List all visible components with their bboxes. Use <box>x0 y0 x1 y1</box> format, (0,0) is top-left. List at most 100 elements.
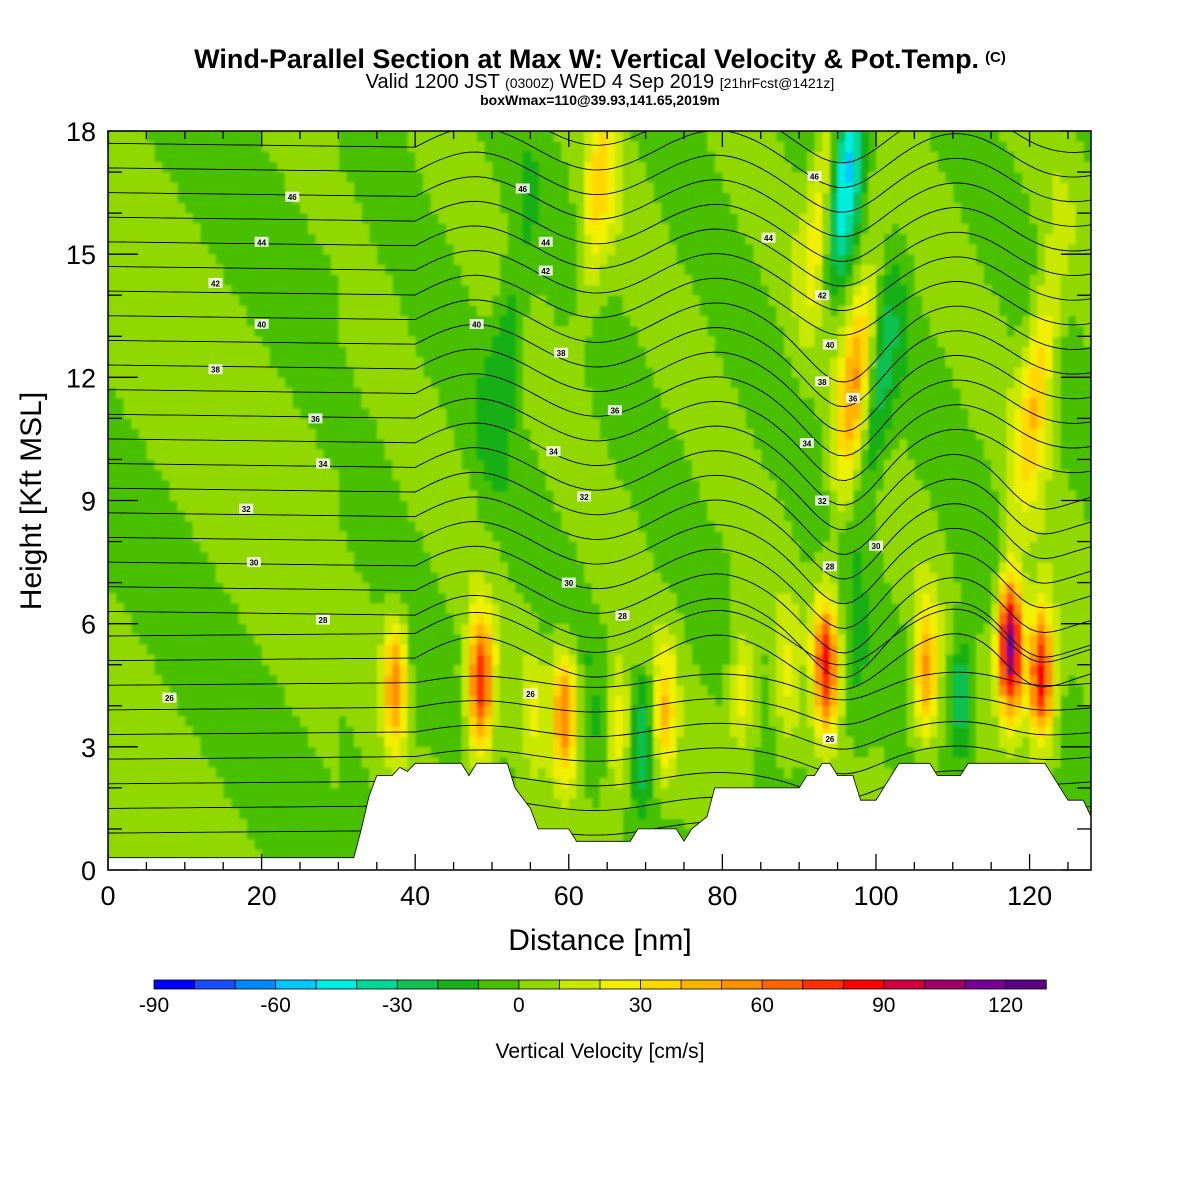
w-cell <box>561 408 570 419</box>
w-cell <box>722 531 731 543</box>
w-cell <box>668 777 677 789</box>
w-cell <box>445 582 455 594</box>
w-cell <box>707 377 716 389</box>
w-cell <box>837 397 846 409</box>
w-cell <box>906 521 915 532</box>
w-cell <box>108 716 117 727</box>
w-cell <box>630 592 639 604</box>
w-cell <box>123 192 132 204</box>
w-cell <box>799 623 808 635</box>
w-cell <box>776 510 785 522</box>
w-cell <box>768 572 777 584</box>
w-cell <box>637 336 647 348</box>
w-cell <box>138 356 147 368</box>
w-cell <box>883 274 892 286</box>
w-cell <box>683 757 693 768</box>
w-cell <box>714 356 723 368</box>
w-cell <box>146 243 155 255</box>
w-cell <box>184 418 194 430</box>
w-cell <box>753 490 762 502</box>
w-cell <box>284 418 293 430</box>
w-cell <box>184 346 194 358</box>
w-cell <box>161 367 171 378</box>
w-cell <box>584 243 593 255</box>
w-cell <box>852 346 862 358</box>
w-cell <box>499 623 508 635</box>
w-cell <box>146 408 155 419</box>
w-cell <box>108 254 117 266</box>
w-cell <box>177 746 186 758</box>
w-cell <box>852 336 862 348</box>
w-cell <box>607 623 616 635</box>
w-cell <box>860 418 869 430</box>
w-cell <box>223 305 232 317</box>
w-cell <box>968 264 977 276</box>
w-cell <box>261 603 270 614</box>
w-cell <box>307 572 316 584</box>
w-cell <box>530 623 539 635</box>
w-cell <box>868 346 877 358</box>
w-cell <box>906 469 915 481</box>
w-cell <box>883 541 892 553</box>
w-cell <box>822 428 831 440</box>
w-cell <box>169 213 178 224</box>
w-cell <box>207 541 217 553</box>
w-cell <box>161 808 171 820</box>
w-cell <box>799 726 808 738</box>
w-cell <box>223 346 232 358</box>
w-cell <box>453 469 462 481</box>
w-cell <box>852 295 862 307</box>
w-cell <box>768 613 777 625</box>
w-cell <box>530 356 539 368</box>
w-cell <box>914 716 923 727</box>
w-cell <box>538 438 547 450</box>
w-cell <box>223 479 232 491</box>
w-cell <box>591 459 601 471</box>
w-cell <box>468 510 478 522</box>
w-cell <box>614 808 624 820</box>
w-cell <box>422 408 432 419</box>
w-cell <box>177 757 186 768</box>
w-cell <box>131 746 140 758</box>
w-cell <box>768 192 777 204</box>
w-cell <box>299 469 309 481</box>
w-cell <box>422 428 432 440</box>
w-cell <box>392 346 401 358</box>
w-cell <box>108 192 117 204</box>
w-cell <box>276 613 286 625</box>
w-cell <box>660 274 670 286</box>
w-cell <box>507 397 516 409</box>
w-cell <box>591 500 601 512</box>
w-cell <box>768 274 777 286</box>
w-cell <box>323 192 332 204</box>
w-cell <box>576 510 585 522</box>
w-cell <box>622 182 631 194</box>
w-cell <box>937 582 946 594</box>
w-cell <box>676 716 685 727</box>
w-cell <box>261 367 270 378</box>
w-cell <box>776 664 785 676</box>
w-cell <box>522 757 531 768</box>
w-cell <box>906 644 915 656</box>
w-cell <box>115 182 124 194</box>
w-cell <box>384 336 393 348</box>
w-cell <box>929 572 939 584</box>
w-cell <box>737 613 747 625</box>
w-cell <box>154 254 163 266</box>
w-cell <box>154 767 163 779</box>
w-cell <box>169 346 178 358</box>
w-cell <box>284 685 293 697</box>
w-cell <box>614 510 624 522</box>
w-cell <box>968 315 977 327</box>
w-cell <box>530 798 539 810</box>
w-cell <box>699 469 708 481</box>
w-cell <box>968 284 977 296</box>
w-cell <box>576 346 585 358</box>
w-cell <box>814 397 823 409</box>
w-cell <box>215 305 224 317</box>
w-cell <box>131 131 140 142</box>
w-cell <box>146 428 155 440</box>
w-cell <box>868 274 877 286</box>
w-cell <box>568 787 578 799</box>
w-cell <box>522 233 531 245</box>
